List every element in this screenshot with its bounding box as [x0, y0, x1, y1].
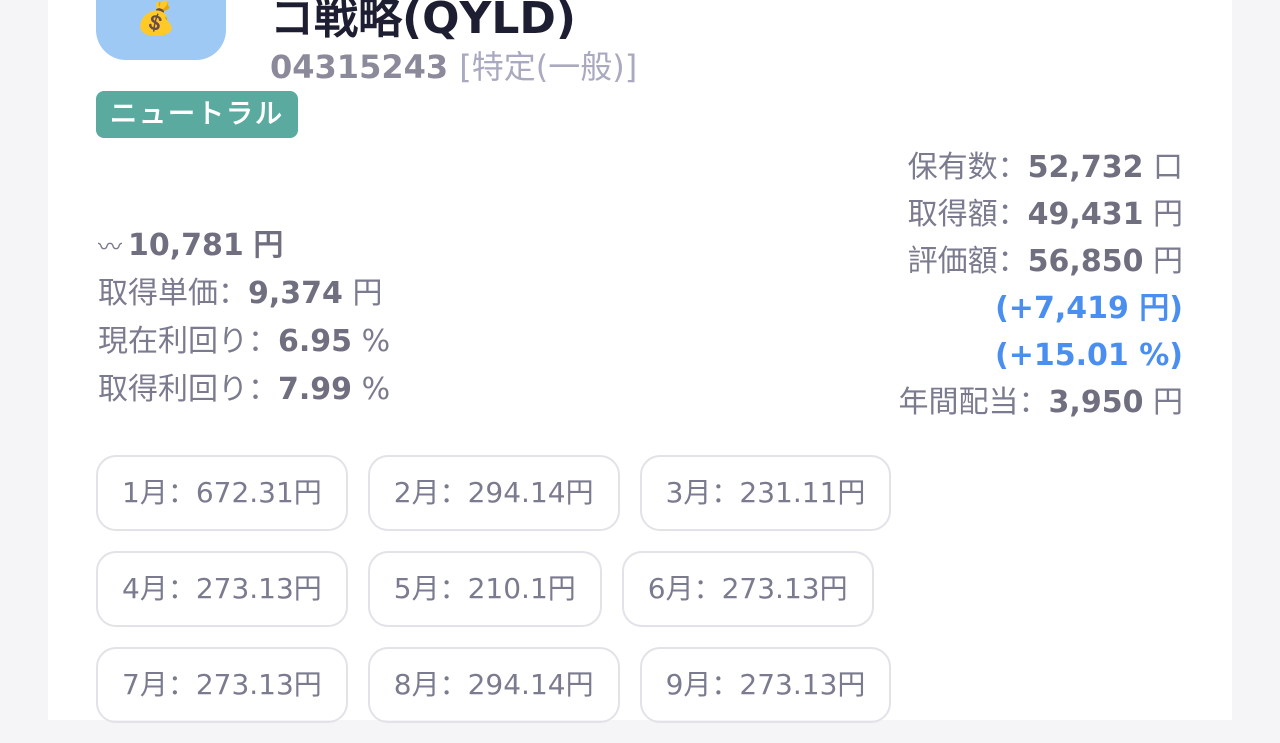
month-chip: 3月：231.11円	[639, 455, 892, 531]
month-chip: 6月：273.13円	[621, 551, 874, 627]
left-stats: 〰 10,781 円 取得単価：9,374 円 現在利回り：6.95 % 取得利回…	[98, 222, 390, 414]
stat-valuation: 評価額：56,850 円	[907, 244, 1183, 279]
gain-percent: (+15.01 %)	[995, 338, 1183, 373]
monthly-dividend-list: 1月：672.31円 2月：294.14円 3月：231.11円 4月：273.…	[96, 455, 1056, 743]
code: 04315243	[270, 48, 449, 86]
right-stats: 保有数：52,732 口 取得額：49,431 円 評価額：56,850 円 (…	[899, 144, 1183, 426]
fund-title: コ戦略(QYLD)	[270, 0, 577, 44]
month-chip: 4月：273.13円	[96, 551, 348, 627]
stat-holdings: 保有数：52,732 口	[907, 150, 1183, 185]
trend-line-icon: 〰	[98, 233, 122, 261]
fund-icon-box: 💰	[96, 0, 226, 60]
month-chip: 2月：294.14円	[367, 455, 620, 531]
money-bag-icon: 💰	[136, 0, 176, 37]
stat-acquisition-unit-price: 取得単価：9,374 円	[98, 276, 383, 311]
stat-acquisition-yield: 取得利回り：7.99 %	[98, 372, 391, 407]
status-badge: ニュートラル	[96, 91, 298, 138]
fund-code: 04315243 [特定(一般)]	[270, 42, 637, 88]
month-chip: 7月：273.13円	[96, 647, 348, 723]
stat-cost: 取得額：49,431 円	[907, 197, 1183, 232]
account-type: [特定(一般)]	[459, 48, 638, 86]
stat-annual-dividend: 年間配当：3,950 円	[898, 385, 1183, 420]
month-chip: 8月：294.14円	[367, 647, 620, 723]
stat-current-yield: 現在利回り：6.95 %	[98, 324, 391, 359]
current-price: 〰 10,781 円	[98, 228, 284, 263]
month-chip: 9月：273.13円	[639, 647, 892, 723]
month-chip: 1月：672.31円	[96, 455, 348, 531]
gain-amount: (+7,419 円)	[995, 291, 1183, 326]
month-chip: 5月：210.1円	[367, 551, 602, 627]
